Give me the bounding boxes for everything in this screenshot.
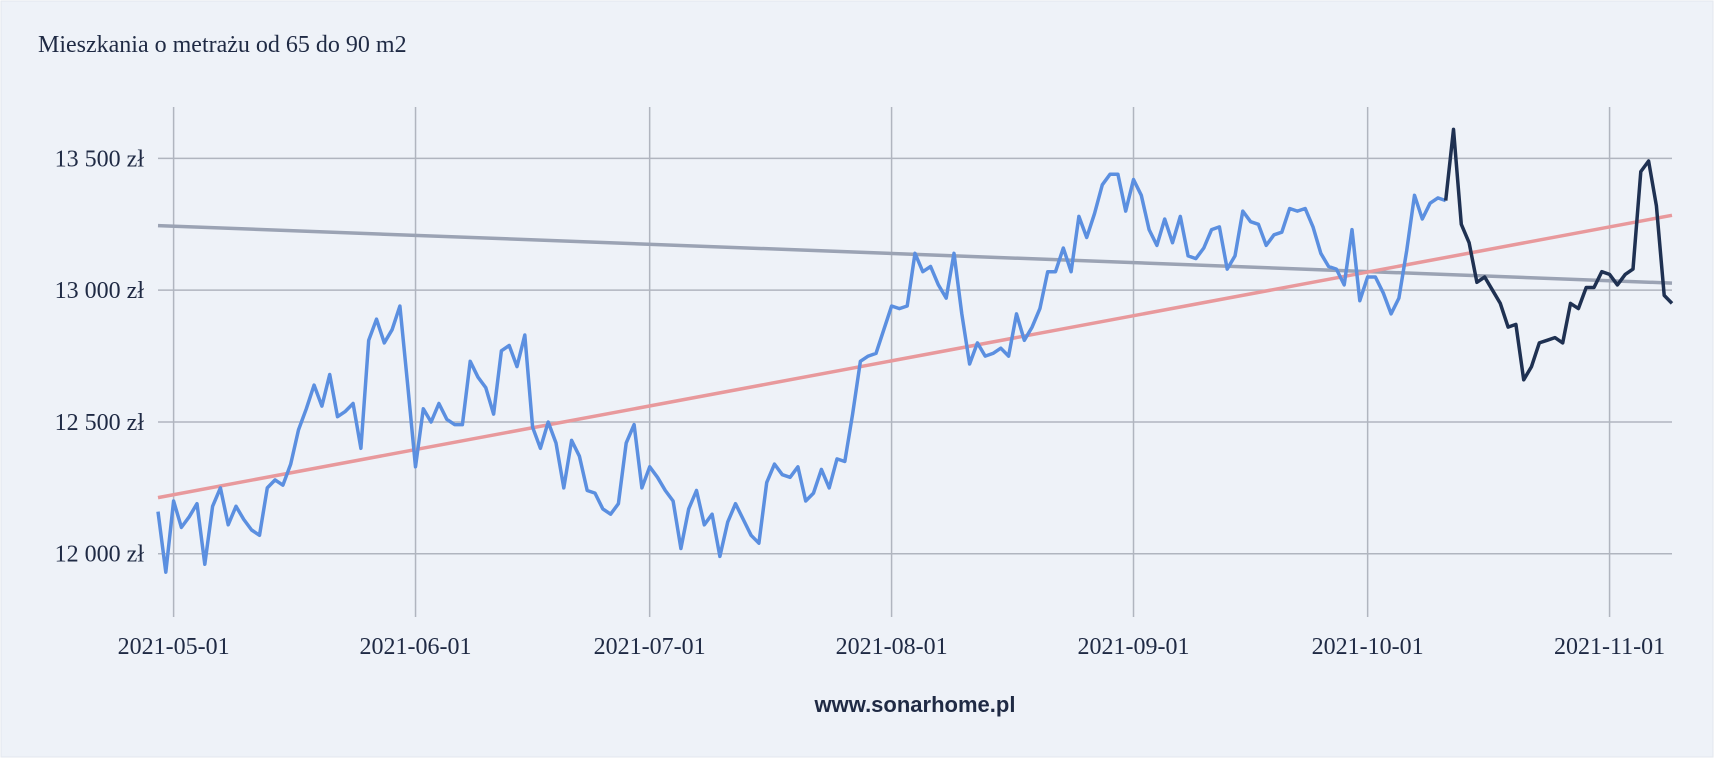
y-tick-label: 12 500 zł: [55, 410, 145, 436]
x-tick-label: 2021-09-01: [1078, 634, 1190, 660]
x-tick-label: 2021-05-01: [118, 634, 230, 660]
chart-title: Mieszkania o metrażu od 65 do 90 m2: [38, 32, 407, 58]
x-tick-label: 2021-08-01: [836, 634, 948, 660]
footer: www.sonarhome.pl: [814, 692, 1016, 717]
y-tick-label: 13 000 zł: [55, 278, 145, 304]
series-line: [1443, 127, 1674, 382]
x-tick-label: 2021-06-01: [360, 634, 472, 660]
y-tick-label: 12 000 zł: [55, 542, 145, 568]
x-tick-label: 2021-07-01: [594, 634, 706, 660]
x-tick-label: 2021-11-01: [1554, 634, 1665, 660]
y-tick-label: 13 500 zł: [55, 146, 145, 172]
series-line: [157, 213, 1673, 500]
x-tick-label: 2021-10-01: [1312, 634, 1424, 660]
series-line: [156, 172, 1447, 574]
